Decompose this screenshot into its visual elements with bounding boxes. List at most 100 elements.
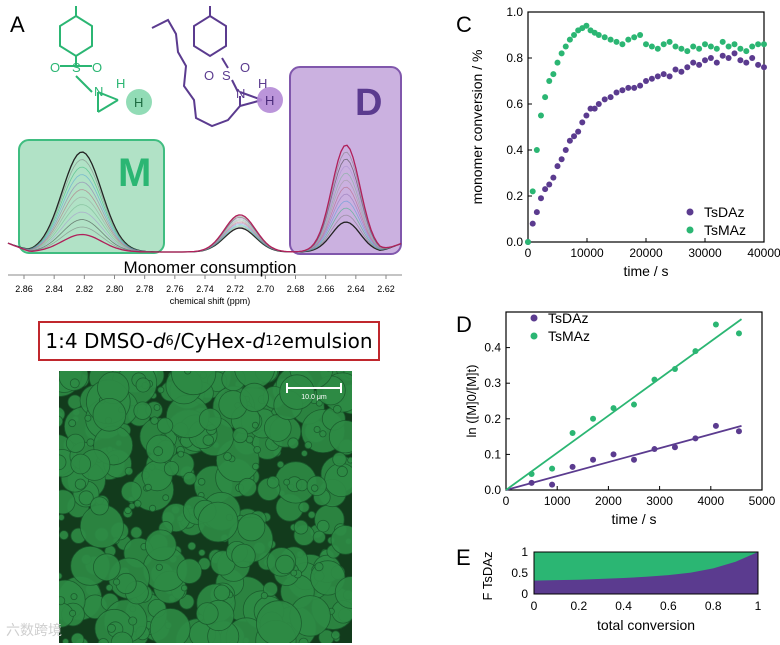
data-point bbox=[713, 45, 720, 52]
data-point bbox=[749, 55, 756, 61]
data-point bbox=[601, 96, 608, 103]
legend-label: TsMAz bbox=[548, 328, 590, 344]
droplet bbox=[183, 471, 197, 486]
nmr-spectra bbox=[7, 144, 402, 253]
data-point bbox=[569, 430, 576, 437]
data-point bbox=[631, 456, 637, 463]
droplet bbox=[70, 453, 92, 475]
data-point bbox=[610, 405, 617, 412]
x-tick-label: 10000 bbox=[570, 246, 604, 260]
nmr-tick-label: 2.68 bbox=[287, 284, 305, 294]
data-point bbox=[731, 50, 738, 57]
data-point bbox=[672, 43, 679, 50]
data-point bbox=[735, 428, 742, 435]
data-point bbox=[702, 41, 708, 48]
data-point bbox=[595, 32, 602, 38]
data-point bbox=[637, 82, 644, 89]
droplet bbox=[70, 632, 85, 643]
droplet bbox=[347, 456, 352, 464]
droplet bbox=[112, 578, 121, 586]
panel-label-e: E bbox=[456, 545, 471, 570]
droplet bbox=[133, 401, 152, 420]
data-point bbox=[613, 38, 620, 45]
droplet bbox=[328, 420, 352, 454]
atom-label-h-d: H bbox=[265, 93, 274, 108]
droplet bbox=[256, 600, 302, 643]
data-point bbox=[529, 220, 536, 227]
data-point bbox=[737, 45, 744, 52]
droplet bbox=[184, 371, 192, 375]
droplet bbox=[124, 466, 134, 476]
data-point bbox=[587, 105, 594, 112]
nmr-tick-label: 2.84 bbox=[45, 284, 63, 294]
droplet bbox=[202, 434, 215, 446]
droplet bbox=[135, 377, 151, 393]
y-tick-label: 1 bbox=[521, 545, 528, 559]
data-point bbox=[549, 481, 556, 488]
data-point bbox=[671, 444, 678, 451]
chart-conversion: 0 10000 20000 30000 40000 0.0 0.2 0.4 0.6 0.8 1.0 t… bbox=[469, 5, 780, 279]
atom-label-h2-d: H bbox=[258, 76, 267, 91]
data-point bbox=[631, 84, 638, 91]
data-point bbox=[542, 186, 549, 193]
droplet bbox=[84, 414, 92, 422]
droplet bbox=[177, 450, 185, 458]
droplet bbox=[315, 399, 323, 407]
droplet bbox=[239, 382, 269, 412]
emulsion-sub1: 6 bbox=[165, 333, 174, 349]
data-point bbox=[590, 456, 597, 463]
y-tick-label: 0.4 bbox=[484, 341, 501, 355]
droplet bbox=[300, 450, 308, 457]
droplet bbox=[97, 638, 109, 643]
emulsion-mid: /CyHex- bbox=[173, 329, 253, 353]
data-point bbox=[692, 348, 699, 355]
data-point bbox=[719, 38, 726, 45]
data-point bbox=[550, 174, 557, 181]
droplet bbox=[78, 490, 94, 506]
data-point bbox=[755, 61, 762, 68]
data-point bbox=[558, 156, 565, 163]
droplet bbox=[89, 496, 110, 516]
data-point bbox=[579, 119, 586, 126]
data-point bbox=[571, 133, 578, 140]
droplet bbox=[232, 427, 249, 444]
data-point bbox=[761, 41, 767, 48]
droplet bbox=[157, 386, 165, 394]
droplet bbox=[332, 452, 347, 467]
data-point bbox=[591, 105, 598, 112]
data-point bbox=[671, 365, 678, 372]
data-point bbox=[643, 41, 649, 48]
nmr-tick-label: 2.86 bbox=[15, 284, 33, 294]
data-point bbox=[707, 43, 714, 50]
highlight-proton-d bbox=[257, 87, 283, 113]
data-point bbox=[571, 32, 578, 38]
droplet bbox=[144, 483, 152, 492]
droplet bbox=[312, 530, 326, 544]
y-tick-label: 0.4 bbox=[506, 143, 523, 157]
atom-label-o1-d: O bbox=[204, 68, 214, 83]
droplet bbox=[287, 437, 300, 449]
droplet bbox=[69, 378, 80, 389]
data-point bbox=[743, 59, 750, 66]
atom-label-s-m: S bbox=[72, 60, 81, 75]
data-point bbox=[529, 188, 536, 195]
emulsion-suffix: emulsion bbox=[281, 329, 373, 353]
highlight-proton-m bbox=[126, 89, 152, 115]
panel-label-a: A bbox=[10, 12, 25, 37]
y-tick-label: 0.2 bbox=[484, 412, 501, 426]
atom-label-o2-m: O bbox=[92, 60, 102, 75]
droplet bbox=[198, 408, 222, 431]
droplet bbox=[319, 430, 327, 438]
data-point bbox=[625, 84, 632, 91]
data-point bbox=[601, 34, 608, 41]
emulsion-d1: d bbox=[152, 329, 166, 353]
peak-label-d: D bbox=[355, 82, 382, 124]
droplet bbox=[266, 475, 280, 489]
droplet bbox=[332, 404, 342, 414]
atom-label-o2-d: O bbox=[240, 60, 250, 75]
data-point bbox=[690, 43, 697, 50]
data-point bbox=[651, 446, 658, 453]
data-point bbox=[678, 68, 685, 75]
droplet bbox=[149, 608, 191, 643]
x-tick-label: 5000 bbox=[749, 494, 776, 508]
